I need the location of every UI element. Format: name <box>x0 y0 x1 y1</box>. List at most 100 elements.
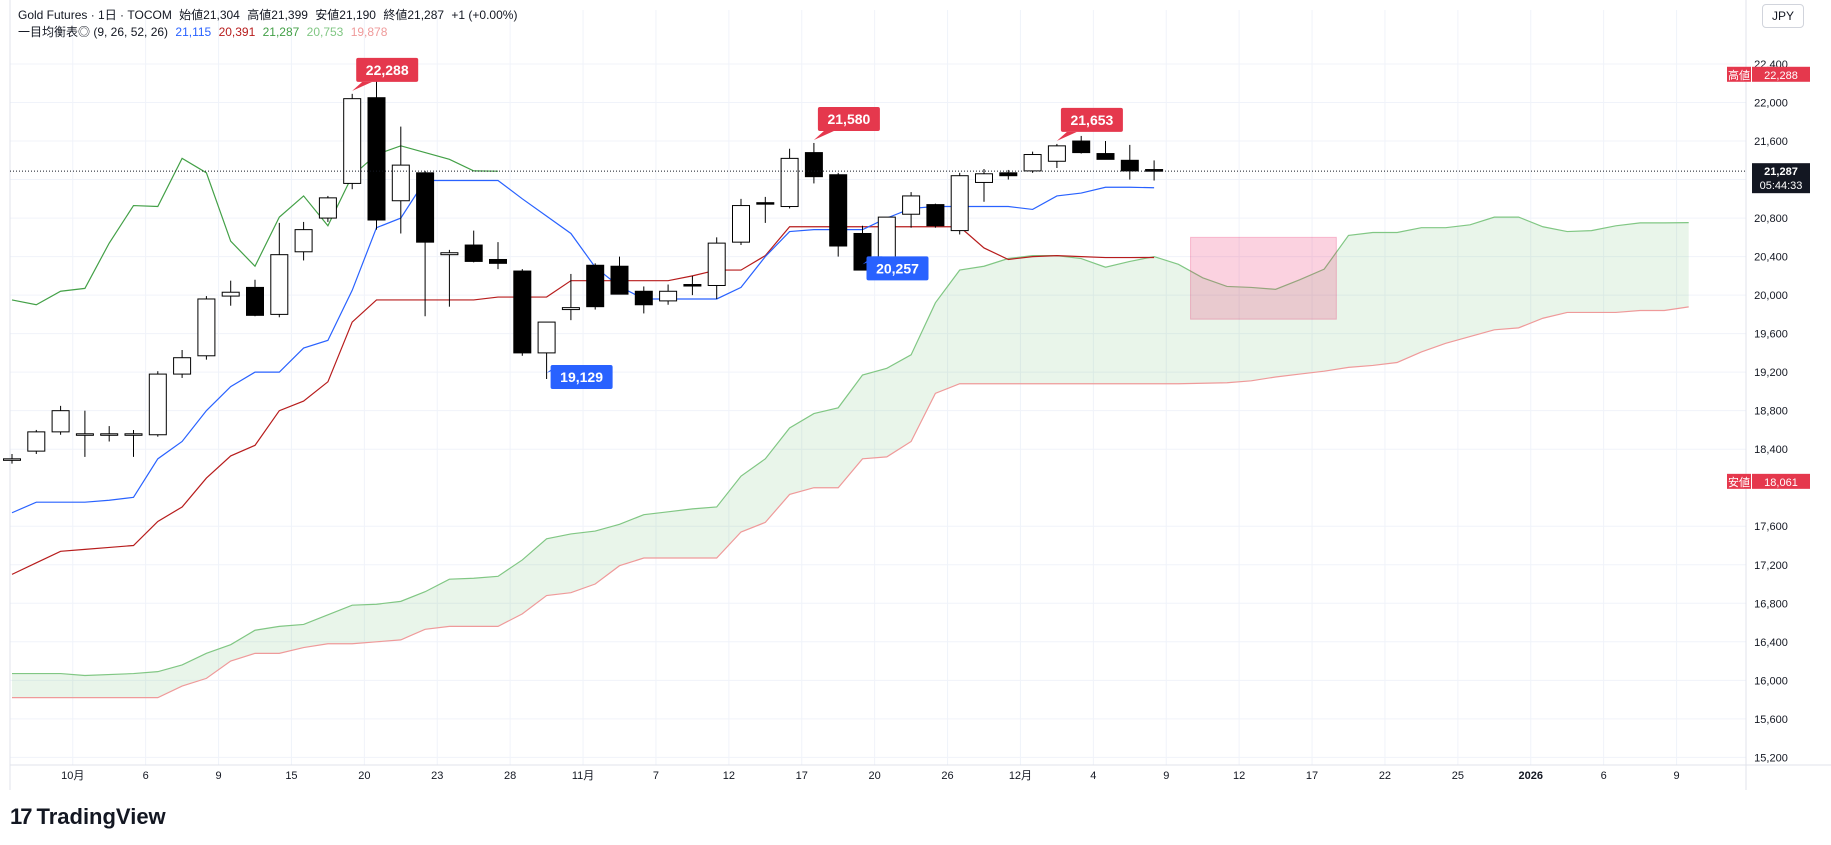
candle-body[interactable] <box>464 244 483 262</box>
low-price-tag-label: 安値 <box>1728 475 1750 489</box>
time-axis-label: 12 <box>723 770 735 782</box>
brand-name: TradingView <box>36 804 166 829</box>
candle-body[interactable] <box>975 173 993 183</box>
candle-body[interactable] <box>1145 169 1164 172</box>
symbol-title: Gold Futures · 1日 · TOCOM <box>18 8 172 22</box>
candle-body[interactable] <box>707 242 726 286</box>
time-axis-label: 23 <box>431 770 443 782</box>
candle-body[interactable] <box>683 284 702 287</box>
time-axis-label: 11月 <box>572 770 594 782</box>
highlight-zone[interactable] <box>1190 236 1337 320</box>
candle-body[interactable] <box>148 373 167 436</box>
candle-body[interactable] <box>610 265 629 295</box>
candle-body[interactable] <box>902 195 921 215</box>
callout-badge[interactable] <box>550 364 613 389</box>
candle-body[interactable] <box>1072 140 1091 154</box>
ohlc-low: 安値21,190 <box>315 8 376 22</box>
time-axis-label: 9 <box>1673 770 1679 782</box>
indicator-legend[interactable]: 一目均衡表◎ (9, 26, 52, 26) 21,115 20,391 21,… <box>18 23 391 40</box>
high-price-tag-label-bg <box>1727 66 1751 82</box>
price-axis-label: 16,000 <box>1754 675 1788 687</box>
candle-body[interactable] <box>416 172 435 243</box>
price-axis-label: 16,400 <box>1754 637 1788 649</box>
candle-body[interactable] <box>75 433 94 436</box>
candle-body[interactable] <box>294 229 313 253</box>
candle-body[interactable] <box>659 290 678 302</box>
candle-body[interactable] <box>513 270 532 354</box>
bar-countdown: 05:44:33 <box>1760 180 1803 192</box>
callout-badge[interactable] <box>866 256 929 281</box>
high-price-tag-value: 22,288 <box>1764 70 1798 82</box>
time-axis-label: 10月 <box>61 770 84 782</box>
candle-body[interactable] <box>440 252 459 256</box>
candle-body[interactable] <box>756 202 775 205</box>
candle-body[interactable] <box>246 286 264 316</box>
candle-body[interactable] <box>829 174 848 247</box>
time-axis-label: 28 <box>504 770 516 782</box>
last-price-tag[interactable] <box>1752 163 1810 194</box>
callout-badge[interactable] <box>1060 107 1123 132</box>
callout-label: 22,288 <box>366 62 409 78</box>
candle-body[interactable] <box>489 258 507 264</box>
candle-body[interactable] <box>51 410 70 433</box>
candle-body[interactable] <box>27 431 46 452</box>
candle-body[interactable] <box>999 172 1018 177</box>
candle-body[interactable] <box>391 164 410 202</box>
candle-body[interactable] <box>634 290 653 306</box>
symbol-header: Gold Futures · 1日 · TOCOM 始値21,304 高値21,… <box>18 6 521 23</box>
candle-body[interactable] <box>586 264 605 308</box>
candle-body[interactable] <box>1047 145 1066 162</box>
candle-body[interactable] <box>950 175 969 232</box>
price-axis-label: 17,600 <box>1754 521 1788 533</box>
price-axis-label: 22,000 <box>1754 98 1788 110</box>
time-axis-label: 25 <box>1452 770 1464 782</box>
candle-body[interactable] <box>367 97 386 221</box>
candle-body[interactable] <box>124 433 143 436</box>
callout-badge[interactable] <box>356 57 419 82</box>
candle-body[interactable] <box>100 433 119 436</box>
high-price-tag-label: 高値 <box>1728 68 1750 82</box>
currency-button[interactable]: JPY <box>1762 4 1804 28</box>
candle-body[interactable] <box>926 204 945 227</box>
price-axis-label: 18,400 <box>1754 444 1788 456</box>
indicator-title: 一目均衡表◎ (9, 26, 52, 26) <box>18 25 169 39</box>
price-axis-label: 18,800 <box>1754 406 1788 418</box>
candle-body[interactable] <box>780 157 799 208</box>
candle-body[interactable] <box>270 254 289 315</box>
candle-body[interactable] <box>1023 154 1042 172</box>
ohlc-high: 高値21,399 <box>247 8 308 22</box>
indicator-value-kijun: 20,391 <box>218 25 256 39</box>
price-axis-label: 20,800 <box>1754 213 1788 225</box>
candle-body[interactable] <box>1120 159 1139 172</box>
low-price-tag-label-bg <box>1727 473 1751 489</box>
time-axis-label: 9 <box>1163 770 1169 782</box>
time-axis-label: 12月 <box>1009 770 1032 782</box>
time-axis-label: 7 <box>653 770 659 782</box>
callout-badge[interactable] <box>817 106 880 131</box>
candle-body[interactable] <box>732 205 750 243</box>
price-axis-label: 21,600 <box>1754 136 1788 148</box>
tradingview-logo[interactable]: 17 TradingView <box>10 804 166 830</box>
candle-body[interactable] <box>221 291 240 297</box>
candle-body[interactable] <box>343 98 362 184</box>
low-price-tag-value: 18,061 <box>1764 477 1798 489</box>
candle-body[interactable] <box>804 152 823 178</box>
price-axis-label: 20,000 <box>1754 290 1788 302</box>
candle-body[interactable] <box>3 458 21 461</box>
time-axis-label: 26 <box>941 770 953 782</box>
indicator-value-senkou-a: 20,753 <box>306 25 344 39</box>
candle-body[interactable] <box>561 307 580 311</box>
senkou-span-a-line <box>12 216 1689 677</box>
time-axis-label: 2026 <box>1519 770 1543 782</box>
candle-body[interactable] <box>318 197 337 219</box>
time-axis-label: 4 <box>1090 770 1096 782</box>
price-axis-label: 19,600 <box>1754 329 1788 341</box>
candle-body[interactable] <box>197 298 216 357</box>
candle-body[interactable] <box>173 357 192 375</box>
candle-body[interactable] <box>537 321 556 354</box>
senkou-span-b-line <box>12 306 1689 699</box>
candle-body[interactable] <box>1096 153 1115 160</box>
price-axis-label: 16,800 <box>1754 598 1788 610</box>
indicator-value-tenkan: 21,115 <box>175 25 212 39</box>
